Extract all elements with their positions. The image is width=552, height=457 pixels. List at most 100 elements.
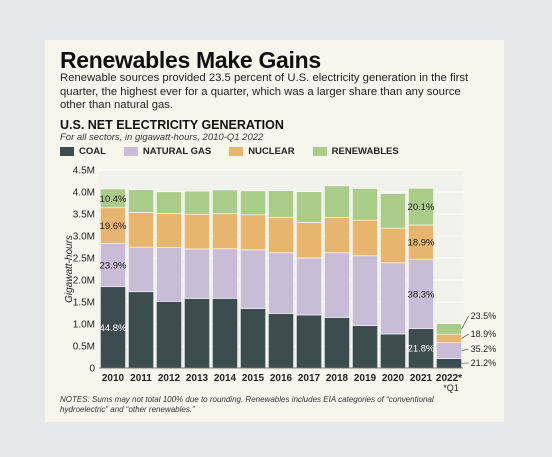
bar-renewables [156,191,182,214]
bar-renewables [436,323,462,335]
bar-coal [296,314,322,369]
bar-coal [380,333,406,369]
x-tick-label: 2012 [158,373,181,384]
bar-renewables [380,193,406,229]
dek: Renewable sources provided 23.5 percent … [60,72,469,111]
data-label: 10.4% [100,194,127,205]
bar-renewables [296,191,322,223]
bar-coal [324,317,350,369]
bar-renewables [240,190,266,216]
callout-label: 21.2% [471,358,497,368]
y-tick-label: 4.0M [73,188,95,199]
data-label: 18.9% [408,238,435,249]
callout-leader [461,348,469,351]
callout-label: 35.2% [471,344,497,354]
bar-nuclear [268,217,294,254]
bar-coal [100,286,126,369]
bar-renewables [128,189,154,213]
bar-natural-gas [436,342,462,359]
data-label: 20.1% [408,202,435,213]
y-tick-label: 2.5M [73,254,95,265]
y-tick-label: 3.5M [73,210,95,221]
legend-swatch-renewables [312,147,327,156]
legend-item-natural-gas: NATURAL GAS [123,146,212,157]
legend-label-coal: COAL [79,146,106,157]
x-tick-label: 2017 [298,373,321,384]
bar-coal [240,308,266,369]
y-tick-label: 0.5M [73,342,95,353]
x-tick-label: 2020 [382,373,405,384]
bar-nuclear [352,219,378,257]
x-tick-label: 2011 [130,373,152,384]
legend-swatch-natural-gas [123,147,138,156]
y-tick-label: 0 [89,364,95,375]
bar-natural-gas [324,252,350,318]
x-tick-label: 2014 [214,373,237,384]
bar-coal [128,291,154,369]
chart-subtitle: For all sectors, in gigawatt-hours, 2010… [60,132,264,143]
bar-coal [156,301,182,369]
bar-renewables [324,185,350,218]
y-tick-label: 3.0M [73,232,95,243]
bar-natural-gas [408,258,434,329]
chart-notes: NOTES: Sums may not total 100% due to ro… [60,395,434,414]
bar-coal [184,298,210,369]
x-tick-label: 2016 [270,373,293,384]
y-tick-label: 2.0M [73,276,95,287]
legend-item-coal: COAL [60,146,106,157]
data-label: 44.8% [100,323,127,334]
bar-renewables [100,188,126,209]
bar-natural-gas [380,262,406,335]
bar-renewables [352,188,378,221]
x-tick-label: 2015 [242,373,265,384]
chart-title: U.S. NET ELECTRICITY GENERATION [60,118,284,132]
legend-swatch-nuclear [229,147,244,156]
bar-natural-gas [184,248,210,299]
y-tick-label: 4.5M [73,166,95,177]
legend-label-nuclear: NUCLEAR [248,146,295,157]
legend-item-renewables: RENEWABLES [312,146,399,157]
bar-natural-gas [240,249,266,309]
bar-natural-gas [296,257,322,316]
callout-leader [461,333,469,339]
bar-nuclear [184,213,210,250]
data-label: 23.9% [100,260,127,271]
bar-coal [268,313,294,369]
bar-natural-gas [100,242,126,288]
bar-nuclear [324,217,350,254]
x-tick-label: 2010 [102,373,125,384]
bar-coal [352,325,378,369]
headline: Renewables Make Gains [60,47,321,73]
bar-renewables [268,190,294,218]
bar-nuclear [100,207,126,244]
x-tick-label: 2022* [436,373,462,384]
x-footnote: *Q1 [443,383,459,393]
x-tick-label: 2013 [186,373,209,384]
bar-natural-gas [268,252,294,314]
bar-natural-gas [212,248,238,299]
legend: COAL NATURAL GAS NUCLEAR RENEWABLES [60,146,417,157]
legend-item-nuclear: NUCLEAR [229,146,295,157]
bar-coal [436,358,462,369]
bar-coal [212,298,238,369]
x-tick-label: 2021 [410,373,433,384]
x-tick-label: 2018 [326,373,349,384]
legend-label-renewables: RENEWABLES [331,146,399,157]
callout-label: 18.9% [471,329,497,339]
legend-label-natural-gas: NATURAL GAS [142,146,212,157]
bar-nuclear [296,222,322,259]
x-tick-label: 2019 [354,373,377,384]
data-label: 21.8% [408,344,435,355]
bar-nuclear [128,212,154,248]
bar-nuclear [240,214,266,251]
y-axis-label: Gigawatt-hours [64,235,75,303]
bar-natural-gas [128,246,154,293]
bar-nuclear [212,213,238,250]
y-tick-label: 1.5M [73,298,95,309]
data-label: 19.6% [100,221,127,232]
bar-renewables [408,187,434,226]
bar-natural-gas [156,247,182,302]
bar-nuclear [156,213,182,248]
data-label: 38.3% [408,289,435,300]
